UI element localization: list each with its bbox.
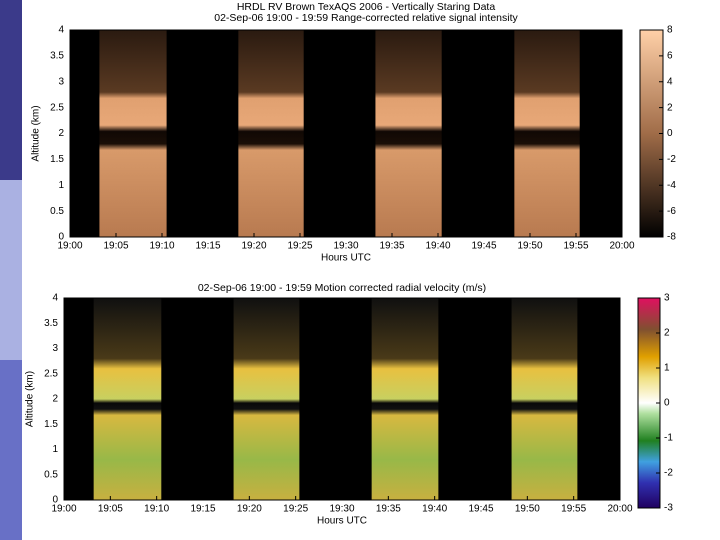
sidebar-block [0, 0, 22, 180]
colorbar-tick-label: 8 [667, 25, 673, 36]
y-tick-label: 3.5 [50, 51, 64, 62]
y-tick-label: 4 [58, 25, 64, 36]
y-axis-label: Altitude (km) [31, 105, 42, 161]
x-tick-label: 19:20 [237, 504, 262, 515]
data-segment [511, 298, 578, 500]
colorbar-tick-label: -8 [667, 232, 676, 243]
data-segment [371, 298, 439, 500]
y-tick-label: 2.5 [50, 102, 64, 113]
x-tick-label: 19:50 [515, 504, 540, 515]
x-tick-label: 19:00 [57, 241, 82, 252]
x-axis-label: Hours UTC [317, 516, 367, 527]
colorbar-tick-label: 3 [664, 293, 670, 304]
x-tick-label: 19:15 [190, 504, 215, 515]
y-tick-label: 0.5 [44, 469, 58, 480]
y-tick-label: 1.5 [50, 154, 64, 165]
x-tick-label: 19:50 [517, 241, 542, 252]
x-tick-label: 19:45 [468, 504, 493, 515]
x-tick-label: 19:15 [195, 241, 220, 252]
colorbar-tick-label: -1 [664, 433, 673, 444]
sidebar-block [0, 360, 22, 540]
y-tick-label: 2 [58, 128, 64, 139]
colorbar-tick-label: 4 [667, 76, 673, 87]
x-tick-label: 19:25 [283, 504, 308, 515]
data-segment [375, 30, 442, 237]
x-tick-label: 19:35 [376, 504, 401, 515]
x-tick-label: 20:00 [607, 504, 632, 515]
colorbar-tick-label: -2 [664, 468, 673, 479]
colorbar-tick-label: 1 [664, 363, 670, 374]
x-tick-label: 19:40 [425, 241, 450, 252]
x-tick-label: 19:10 [144, 504, 169, 515]
data-segment [233, 298, 300, 500]
y-tick-label: 2.5 [44, 368, 58, 379]
x-tick-label: 19:25 [287, 241, 312, 252]
colorbar-tick-label: 2 [667, 102, 673, 113]
colorbar-tick-label: -4 [667, 180, 676, 191]
x-tick-label: 19:00 [51, 504, 76, 515]
x-tick-label: 19:20 [241, 241, 266, 252]
x-tick-label: 19:35 [379, 241, 404, 252]
colorbar-tick-label: 6 [667, 51, 673, 62]
data-segment [99, 30, 167, 237]
x-tick-label: 19:05 [98, 504, 123, 515]
colorbar-tick-label: 2 [664, 328, 670, 339]
data-segment [514, 30, 580, 237]
x-tick-label: 19:55 [561, 504, 586, 515]
chart-title: 02-Sep-06 19:00 - 19:59 Motion corrected… [198, 282, 486, 294]
x-tick-label: 19:30 [333, 241, 358, 252]
y-tick-label: 1 [52, 444, 58, 455]
x-axis-label: Hours UTC [321, 253, 371, 264]
sidebar-block [0, 180, 22, 360]
x-tick-label: 20:00 [609, 241, 634, 252]
y-tick-label: 0.5 [50, 206, 64, 217]
x-tick-label: 19:30 [329, 504, 354, 515]
x-tick-label: 19:55 [563, 241, 588, 252]
colorbar-tick-label: 0 [667, 128, 673, 139]
colorbar-tick-label: -2 [667, 154, 676, 165]
chart-title: HRDL RV Brown TexAQS 2006 - Vertically S… [237, 1, 495, 13]
chart-subtitle: 02-Sep-06 19:00 - 19:59 Range-corrected … [214, 12, 518, 24]
x-tick-label: 19:05 [103, 241, 128, 252]
y-tick-label: 3 [52, 343, 58, 354]
data-segment [93, 298, 162, 500]
colorbar-tick-label: 0 [664, 398, 670, 409]
x-tick-label: 19:10 [149, 241, 174, 252]
y-tick-label: 1.5 [44, 419, 58, 430]
y-tick-label: 3 [58, 76, 64, 87]
y-tick-label: 0 [58, 232, 64, 243]
y-tick-label: 1 [58, 180, 64, 191]
y-tick-label: 0 [52, 495, 58, 506]
y-tick-label: 3.5 [44, 318, 58, 329]
colorbar-tick-label: -6 [667, 206, 676, 217]
x-tick-label: 19:40 [422, 504, 447, 515]
colorbar-tick-label: -3 [664, 503, 673, 514]
x-tick-label: 19:45 [471, 241, 496, 252]
data-segment [238, 30, 304, 237]
y-tick-label: 2 [52, 394, 58, 405]
y-axis-label: Altitude (km) [25, 371, 36, 427]
y-tick-label: 4 [52, 293, 58, 304]
